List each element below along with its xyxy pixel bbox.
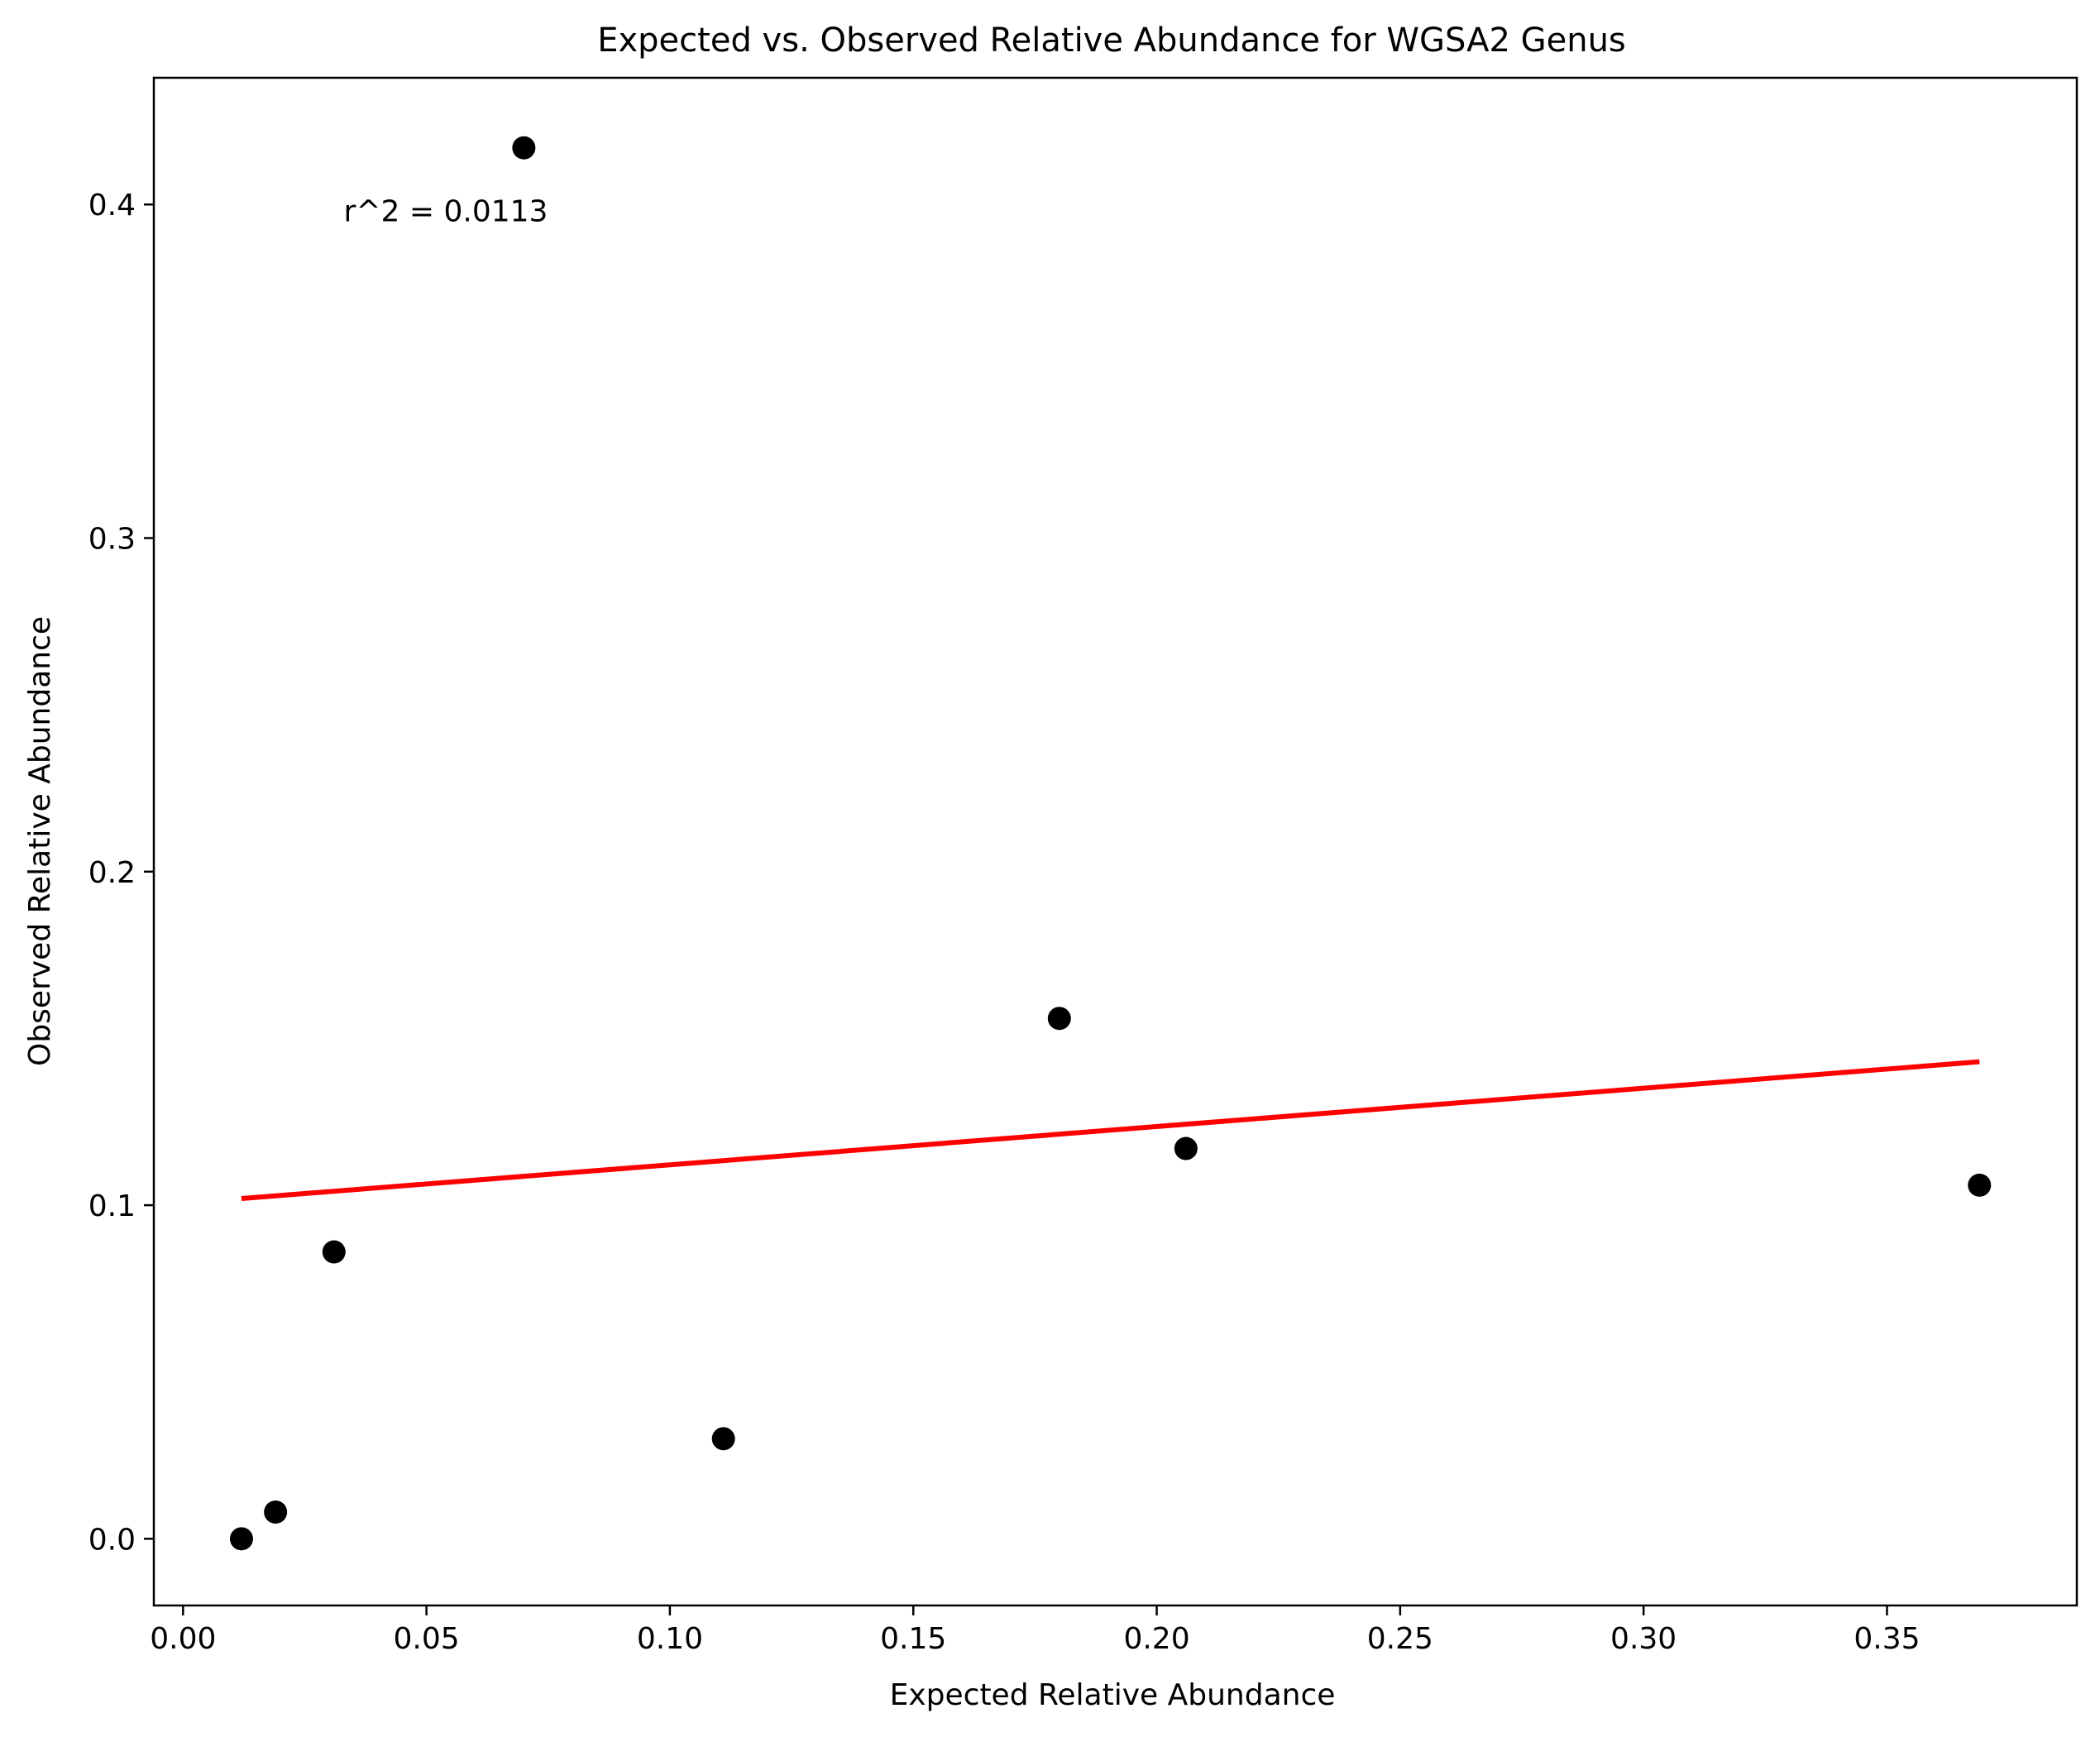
chart-title: Expected vs. Observed Relative Abundance… bbox=[597, 22, 1626, 60]
data-point-3 bbox=[322, 1240, 346, 1264]
data-point-2 bbox=[264, 1500, 288, 1524]
x-tick-label: 0.25 bbox=[1367, 1622, 1433, 1656]
data-points-layer bbox=[229, 136, 1992, 1551]
x-tick-label: 0.35 bbox=[1854, 1622, 1920, 1656]
data-point-5 bbox=[711, 1427, 735, 1451]
y-tick-label: 0.2 bbox=[88, 856, 136, 890]
regression-line-layer bbox=[241, 1059, 1980, 1201]
r-squared-annotation: r^2 = 0.0113 bbox=[344, 194, 548, 228]
data-point-4 bbox=[512, 136, 536, 160]
y-tick-label: 0.0 bbox=[88, 1523, 136, 1557]
y-axis-ticks: 0.0 0.1 0.2 0.3 0.4 bbox=[88, 189, 154, 1557]
y-tick-label: 0.4 bbox=[88, 189, 136, 223]
data-point-8 bbox=[1968, 1173, 1992, 1197]
x-axis-label: Expected Relative Abundance bbox=[890, 1678, 1336, 1712]
x-tick-label: 0.00 bbox=[150, 1622, 216, 1656]
x-tick-label: 0.05 bbox=[394, 1622, 460, 1656]
data-point-7 bbox=[1174, 1136, 1198, 1160]
y-axis-label: Observed Relative Abundance bbox=[23, 616, 57, 1066]
x-tick-label: 0.10 bbox=[637, 1622, 703, 1656]
plot-frame bbox=[152, 76, 2078, 1607]
regression-line bbox=[241, 1059, 1980, 1201]
x-tick-label: 0.15 bbox=[880, 1622, 946, 1656]
x-tick-label: 0.30 bbox=[1610, 1622, 1677, 1656]
x-axis-ticks: 0.00 0.05 0.10 0.15 0.20 0.25 0.30 0.35 bbox=[150, 1605, 1921, 1656]
x-tick-label: 0.20 bbox=[1123, 1622, 1189, 1656]
plot-area: r^2 = 0.0113 0.00 0.05 0.10 0.15 0.20 0.25 0.3… bbox=[88, 76, 2078, 1656]
data-point-1 bbox=[229, 1527, 253, 1551]
y-tick-label: 0.1 bbox=[88, 1189, 136, 1223]
data-point-6 bbox=[1047, 1007, 1071, 1031]
y-tick-label: 0.3 bbox=[88, 523, 136, 557]
